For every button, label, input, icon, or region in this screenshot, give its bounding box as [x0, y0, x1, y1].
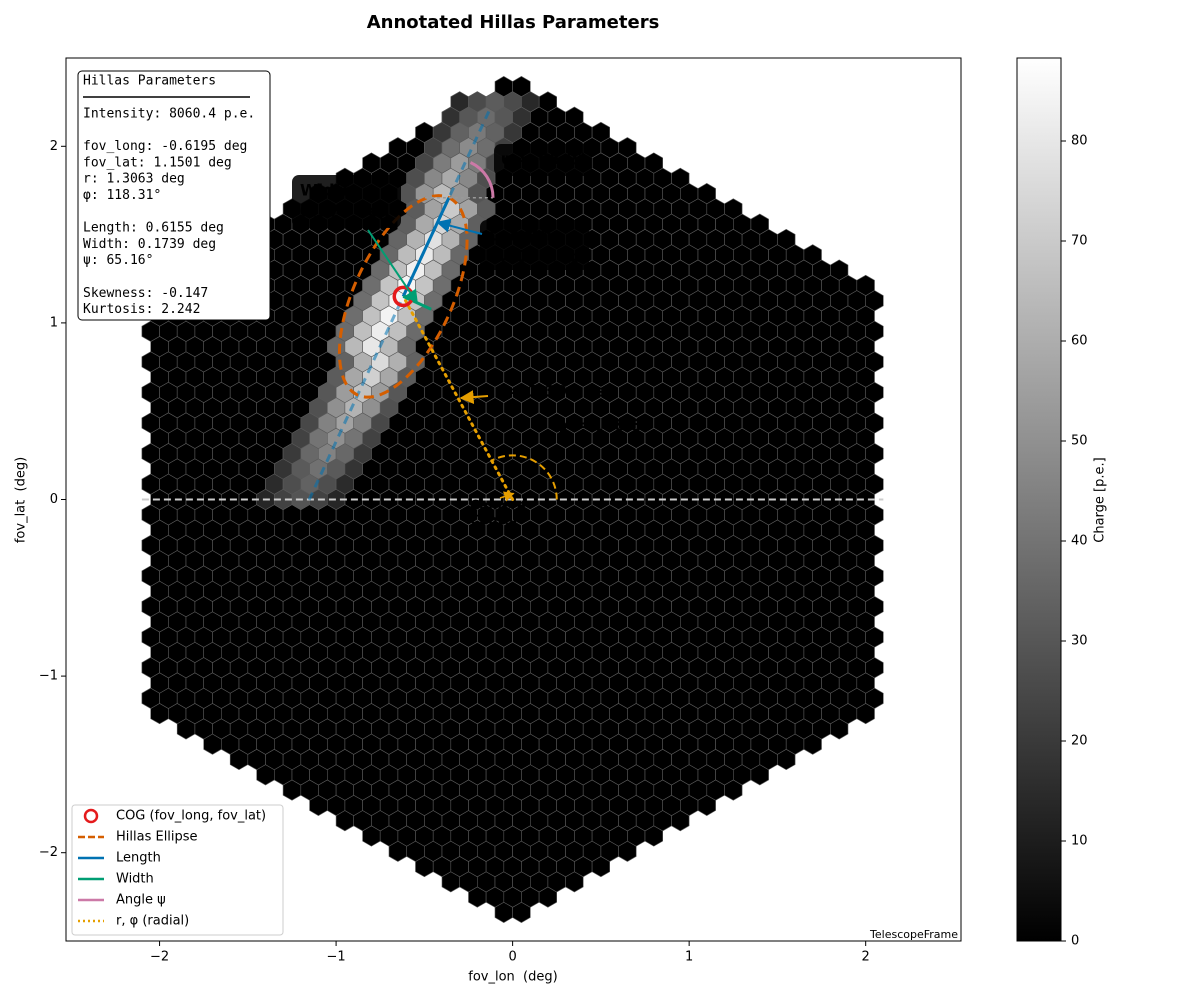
- pixel: [521, 91, 540, 113]
- center-pointer: [499, 491, 515, 502]
- camera-pixel: [724, 198, 743, 220]
- param-line: ψ: 65.16°: [83, 253, 153, 268]
- colorbar-tick-label: 10: [1071, 834, 1088, 849]
- y-tick-label: −1: [39, 669, 58, 684]
- x-tick-label: −2: [150, 950, 169, 965]
- colorbar-tick-label: 40: [1071, 534, 1088, 549]
- y-tick-label: 0: [50, 492, 58, 507]
- param-box: [77, 70, 271, 321]
- colorbar-tick-label: 60: [1071, 334, 1088, 349]
- colorbar-tick-label: 80: [1071, 134, 1088, 149]
- x-axis-label: fov_lon (deg): [468, 970, 557, 985]
- width-box: [292, 175, 401, 228]
- param-line: φ: 118.31°: [83, 188, 161, 203]
- width-pointer: [367, 229, 419, 305]
- width-annotation: Width: [300, 181, 354, 200]
- length-pointer: [436, 218, 483, 235]
- shower-pixels: [256, 91, 540, 511]
- r-annotation: r = 1.306 deg: [495, 382, 617, 401]
- colorbar-tick-label: 30: [1071, 634, 1088, 649]
- x-tick-label: −1: [327, 950, 346, 965]
- param-line: Intensity: 8060.4 p.e.: [83, 107, 255, 122]
- param-line: fov_lat: 1.1501 deg: [83, 155, 232, 170]
- x-tick-label: 0: [508, 950, 516, 965]
- legend-label: r, φ (radial): [116, 914, 189, 929]
- psi-annotation: ψ = 65.2°: [501, 150, 586, 169]
- camera-pixel: [777, 228, 796, 251]
- camera-pixel: [803, 244, 822, 266]
- camera-pixel: [856, 274, 875, 296]
- param-line: r: 1.3063 deg: [83, 172, 185, 187]
- param-line: Width: 0.1739 deg: [83, 237, 216, 252]
- frame-label: TelescopeFrame: [869, 928, 958, 941]
- legend-label: Length: [116, 851, 161, 866]
- chart-title: Annotated Hillas Parameters: [367, 12, 660, 33]
- camera-pixel: [750, 213, 769, 235]
- r-pointer: [459, 390, 489, 405]
- colorbar-tick-label: 0: [1071, 934, 1079, 949]
- param-line: Length: 0.6155 deg: [83, 221, 224, 236]
- param-line: fov_long: -0.6195 deg: [83, 139, 247, 154]
- legend: COG (fov_long, fov_lat) Hillas Ellipse Len…: [71, 804, 284, 936]
- x-tick-label: 2: [862, 950, 870, 965]
- camera-pixel: [591, 121, 611, 143]
- camera-pixel: [671, 167, 690, 189]
- center-annotation: Camera: [470, 499, 526, 514]
- y-tick-label: 2: [50, 139, 58, 154]
- colorbar: [1016, 57, 1062, 942]
- param-line: Kurtosis: 2.242: [83, 302, 200, 317]
- legend-marker: [83, 808, 99, 824]
- colorbar-tick-label: 70: [1071, 234, 1088, 249]
- legend-label: Width: [116, 872, 154, 887]
- phi-arc: [491, 454, 558, 500]
- psi-arc: [469, 161, 495, 198]
- center-annotation: Center: [470, 514, 520, 529]
- length-annotation: Length: [489, 226, 552, 245]
- y-tick-label: 1: [50, 315, 58, 330]
- param-box-title: Hillas Parameters: [83, 74, 216, 89]
- phi-annotation: φ = 118.3°: [555, 416, 651, 435]
- camera-pixel: [618, 137, 637, 159]
- camera-pixel: [644, 152, 664, 174]
- y-tick-label: −2: [39, 845, 58, 860]
- colorbar-tick-label: 50: [1071, 434, 1088, 449]
- length-box: [480, 220, 589, 270]
- legend-label: Angle ψ: [116, 893, 166, 908]
- width-annotation: 0.174 deg: [300, 202, 390, 221]
- colorbar-label: Charge [p.e.]: [1093, 457, 1108, 542]
- camera-pixel: [565, 106, 584, 128]
- r-line: [401, 294, 515, 501]
- camera-pixel: [697, 183, 716, 205]
- legend-box: [71, 804, 284, 936]
- camera-pixel: [830, 259, 849, 281]
- legend-label: COG (fov_long, fov_lat): [116, 809, 266, 824]
- colorbar-tick-label: 20: [1071, 734, 1088, 749]
- legend-label: Hillas Ellipse: [116, 830, 198, 845]
- param-line: Skewness: -0.147: [83, 286, 208, 301]
- x-tick-label: 1: [685, 950, 693, 965]
- y-axis-label: fov_lat (deg): [14, 457, 29, 543]
- length-line: [401, 197, 451, 298]
- length-annotation: 0.615 deg: [489, 247, 579, 266]
- overlays: Width 0.174 deg Length 0.615 deg ψ = 65.2° r …: [71, 70, 958, 941]
- psi-box: [494, 144, 592, 176]
